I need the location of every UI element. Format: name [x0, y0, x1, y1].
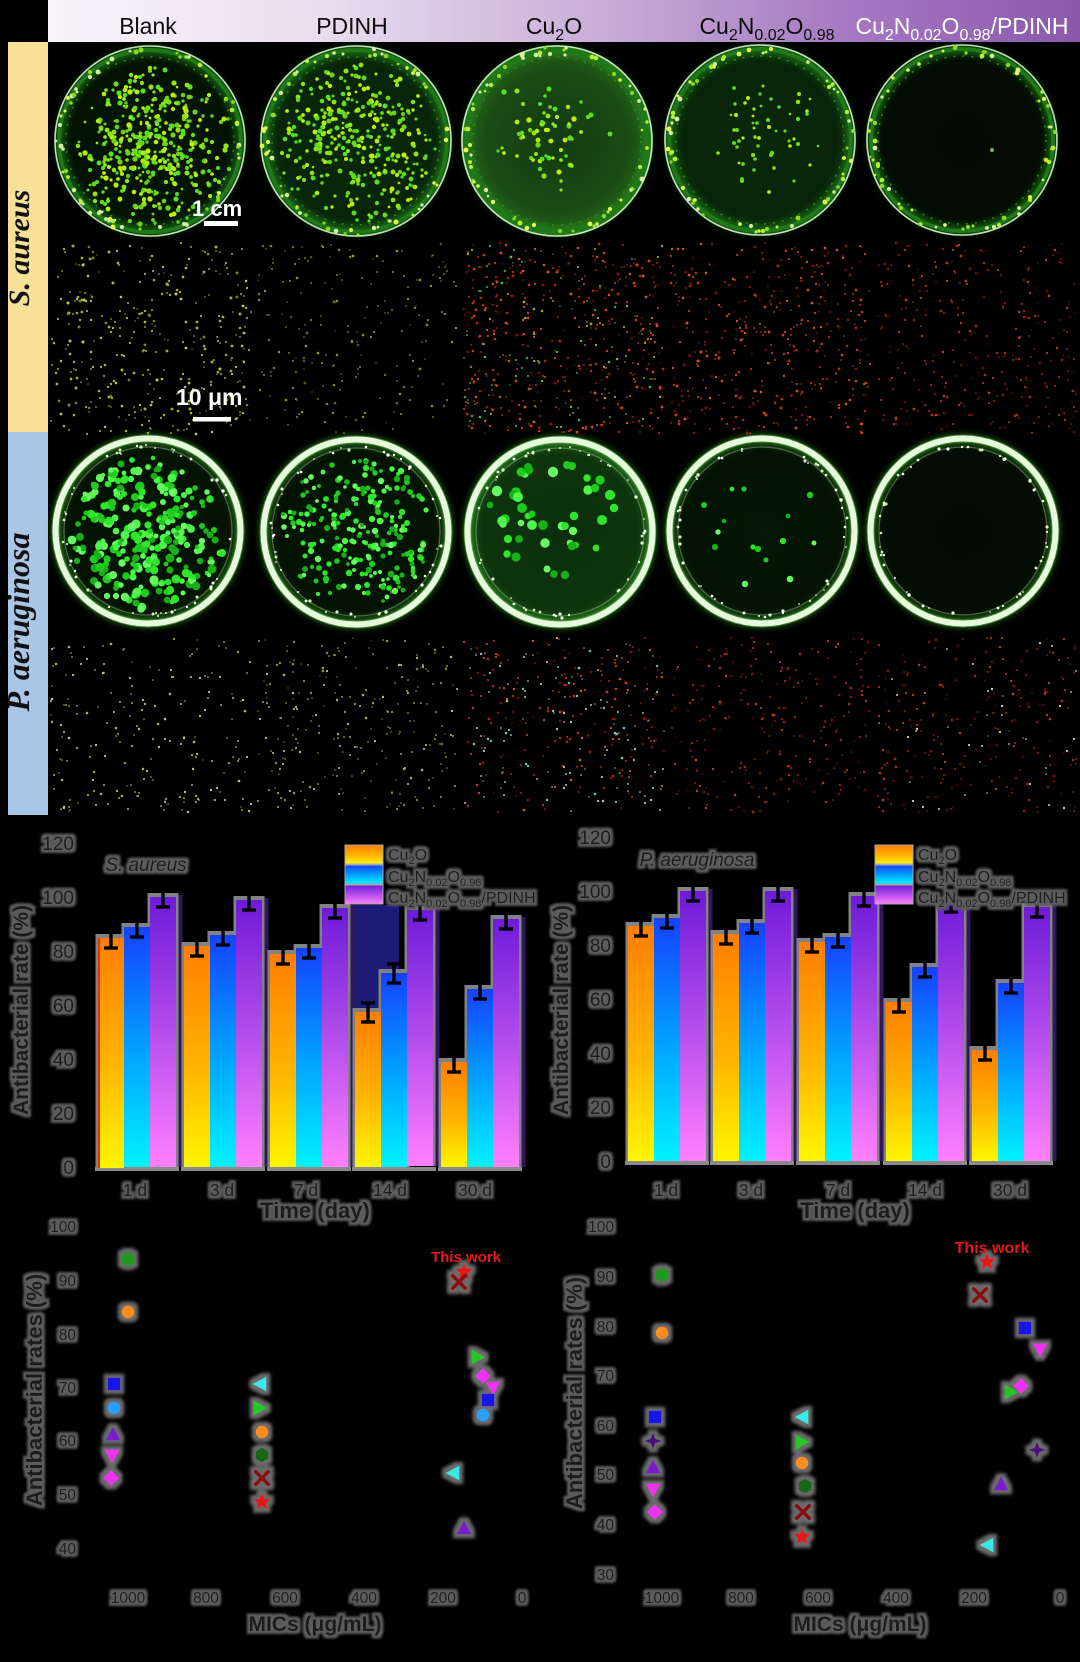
- svg-text:PDINH: PDINH: [316, 13, 388, 39]
- svg-text:Blank: Blank: [119, 13, 177, 39]
- svg-text:S. aureus: S. aureus: [3, 190, 36, 307]
- svg-text:10 μm: 10 μm: [176, 384, 243, 410]
- svg-text:Cu2O: Cu2O: [526, 13, 582, 44]
- svg-text:1 cm: 1 cm: [192, 196, 242, 221]
- svg-text:P. aeruginosa: P. aeruginosa: [0, 532, 36, 712]
